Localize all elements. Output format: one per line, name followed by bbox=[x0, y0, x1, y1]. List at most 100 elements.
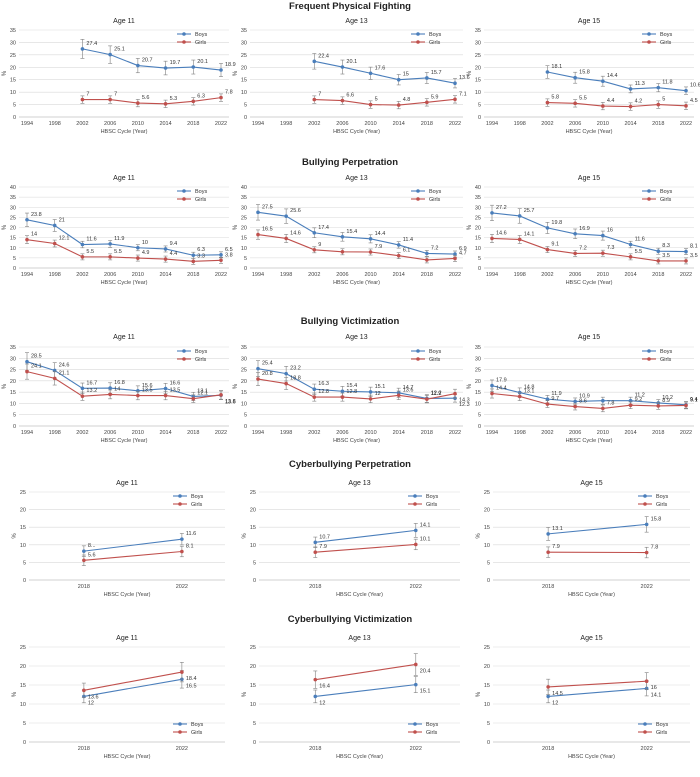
y-tick-label: 0 bbox=[253, 578, 256, 584]
data-label: 3.8 bbox=[225, 252, 233, 258]
girls-data-point bbox=[164, 394, 168, 398]
y-tick-label: 0 bbox=[253, 740, 256, 746]
data-label: 12 bbox=[375, 391, 381, 397]
y-tick-label: 10 bbox=[10, 246, 16, 252]
girls-data-point bbox=[629, 403, 633, 407]
boys-data-point bbox=[629, 243, 633, 247]
x-axis-label: HBSC Cycle (Year) bbox=[333, 438, 380, 444]
data-label: 16 bbox=[651, 685, 657, 691]
boys-data-point bbox=[656, 86, 660, 90]
boys-data-point bbox=[284, 214, 288, 218]
data-label: 18.4 bbox=[186, 676, 197, 682]
x-tick-label: 2022 bbox=[176, 584, 188, 590]
y-tick-label: 15 bbox=[20, 683, 26, 689]
data-label: 12.1 bbox=[197, 391, 208, 397]
boys-data-point bbox=[645, 523, 649, 527]
x-tick-label: 1994 bbox=[21, 430, 33, 436]
y-tick-label: 20 bbox=[475, 379, 481, 385]
x-tick-label: 1994 bbox=[252, 272, 264, 278]
y-axis-label: % bbox=[476, 691, 482, 697]
data-label: 7 bbox=[86, 92, 89, 98]
y-tick-label: 25 bbox=[10, 215, 16, 221]
girls-data-point bbox=[414, 663, 418, 667]
girls-data-point bbox=[546, 550, 550, 554]
data-label: 15.1 bbox=[375, 384, 386, 390]
girls-data-point bbox=[684, 104, 688, 108]
section-title-bullying-victimization: Bullying Victimization bbox=[301, 316, 400, 327]
legend-boys-marker bbox=[178, 722, 182, 726]
data-label: 5.6 bbox=[142, 95, 150, 101]
y-tick-label: 10 bbox=[241, 90, 247, 96]
girls-data-point bbox=[425, 397, 429, 401]
y-tick-label: 30 bbox=[241, 356, 247, 362]
boys-data-point bbox=[53, 224, 57, 228]
x-tick-label: 2022 bbox=[641, 746, 653, 752]
legend-boys-marker bbox=[643, 722, 647, 726]
data-label: 5.5 bbox=[579, 95, 587, 101]
data-label: 4.4 bbox=[607, 98, 615, 104]
section-title-bullying-perpetration: Bullying Perpetration bbox=[302, 157, 398, 168]
y-axis-label: % bbox=[233, 70, 239, 76]
x-tick-label: 1994 bbox=[486, 121, 498, 127]
boys-data-point bbox=[684, 250, 688, 254]
legend-boys-label: Boys bbox=[195, 32, 207, 38]
girls-data-point bbox=[518, 238, 522, 242]
boys-data-point bbox=[546, 695, 550, 699]
data-label: 12.8 bbox=[318, 389, 329, 395]
data-label: 21 bbox=[59, 217, 65, 223]
x-tick-label: 2006 bbox=[569, 430, 581, 436]
legend-boys-marker bbox=[643, 494, 647, 498]
girls-data-point bbox=[369, 397, 373, 401]
y-axis-label: % bbox=[467, 224, 473, 230]
y-tick-label: 0 bbox=[244, 266, 247, 272]
girls-series-line bbox=[548, 681, 647, 687]
x-tick-label: 2018 bbox=[309, 584, 321, 590]
data-label: 7.9 bbox=[375, 244, 383, 250]
data-label: 24.6 bbox=[59, 362, 70, 368]
x-tick-label: 2014 bbox=[159, 430, 171, 436]
data-label: 7.9 bbox=[552, 544, 560, 550]
data-label: 8.1 bbox=[690, 244, 698, 250]
data-label: 13.5 bbox=[170, 388, 181, 394]
y-tick-label: 35 bbox=[475, 28, 481, 34]
y-tick-label: 10 bbox=[20, 543, 26, 549]
boys-data-point bbox=[425, 76, 429, 80]
x-axis-label: HBSC Cycle (Year) bbox=[566, 129, 613, 135]
y-tick-label: 10 bbox=[475, 90, 481, 96]
boys-data-point bbox=[546, 70, 550, 74]
y-tick-label: 30 bbox=[475, 205, 481, 211]
y-tick-label: 10 bbox=[475, 401, 481, 407]
chart-title: Age 11 bbox=[113, 334, 135, 341]
girls-series-line bbox=[84, 551, 182, 560]
boys-data-point bbox=[108, 53, 112, 57]
legend-boys-label: Boys bbox=[191, 722, 203, 728]
y-tick-label: 35 bbox=[475, 195, 481, 201]
x-axis-label: HBSC Cycle (Year) bbox=[566, 438, 613, 444]
legend-girls-label: Girls bbox=[656, 502, 668, 508]
x-tick-label: 2006 bbox=[336, 272, 348, 278]
x-tick-label: 2002 bbox=[308, 430, 320, 436]
y-tick-label: 10 bbox=[250, 702, 256, 708]
data-label: 14.1 bbox=[420, 522, 431, 528]
boys-series-line bbox=[548, 524, 647, 534]
y-tick-label: 15 bbox=[250, 525, 256, 531]
y-tick-label: 15 bbox=[10, 78, 16, 84]
x-tick-label: 2018 bbox=[542, 584, 554, 590]
legend-girls-label: Girls bbox=[429, 357, 441, 363]
boys-data-point bbox=[369, 71, 373, 75]
data-label: 21.1 bbox=[59, 370, 70, 376]
y-tick-label: 0 bbox=[478, 266, 481, 272]
y-tick-label: 20 bbox=[475, 65, 481, 71]
y-tick-label: 20 bbox=[10, 379, 16, 385]
y-tick-label: 5 bbox=[23, 721, 26, 727]
x-tick-label: 2002 bbox=[308, 272, 320, 278]
girls-data-point bbox=[108, 393, 112, 397]
data-label: 9.1 bbox=[551, 242, 559, 248]
girls-data-point bbox=[180, 550, 184, 554]
y-axis-label: % bbox=[242, 691, 248, 697]
legend-boys-marker bbox=[647, 349, 651, 353]
